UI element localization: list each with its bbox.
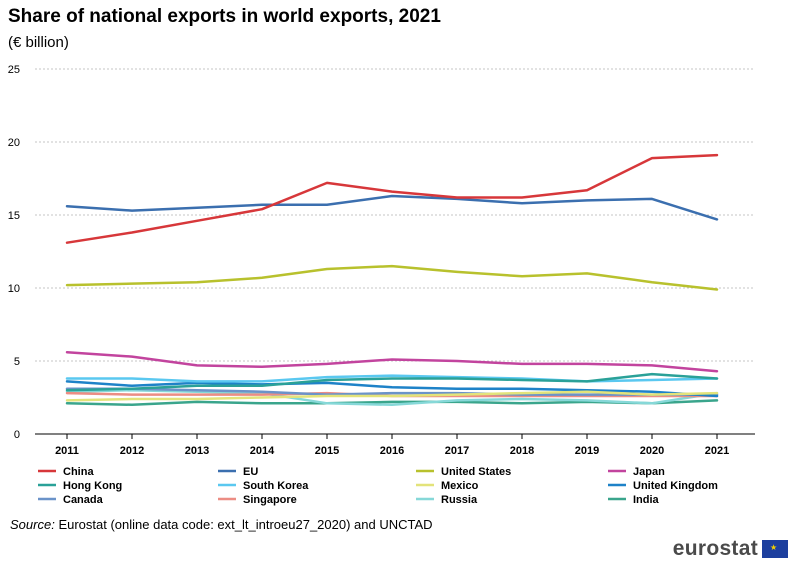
y-tick-label: 15 xyxy=(8,210,20,222)
legend-label-hong-kong: Hong Kong xyxy=(63,480,122,492)
legend-label-japan: Japan xyxy=(633,466,665,478)
legend-label-china: China xyxy=(63,466,94,478)
x-axis-ticks: 2011 2012 2013 2014 2015 2016 2017 2018 2019 2020… xyxy=(55,434,729,457)
series-line-mexico xyxy=(65,390,719,402)
legend-label-eu: EU xyxy=(243,466,258,478)
chart-title: Share of national exports in world expor… xyxy=(8,6,441,27)
series-line-canada xyxy=(65,387,719,396)
source-text: Eurostat (online data code: ext_lt_intro… xyxy=(58,517,433,532)
legend-label-mexico: Mexico xyxy=(441,480,479,492)
y-tick-label: 0 xyxy=(14,429,20,441)
series-line-united-kingdom xyxy=(65,380,719,398)
legend: China EU United States Japan Hong Kong South … xyxy=(38,466,718,506)
x-tick-label: 2011 xyxy=(55,445,79,457)
y-tick-label: 5 xyxy=(14,356,20,368)
source-note: Source: Eurostat (online data code: ext_… xyxy=(10,517,433,532)
legend-label-singapore: Singapore xyxy=(243,494,297,506)
legend-label-south-korea: South Korea xyxy=(243,480,309,492)
x-tick-label: 2016 xyxy=(380,445,404,457)
y-tick-label: 25 xyxy=(8,64,20,76)
legend-label-india: India xyxy=(633,494,660,506)
legend-label-canada: Canada xyxy=(63,494,104,506)
series-line-south-korea xyxy=(65,374,719,383)
logo-text: eurostat xyxy=(672,537,758,560)
eurostat-logo: eurostat ★ xyxy=(673,537,788,561)
eu-flag-icon: ★ xyxy=(762,540,788,558)
x-tick-label: 2014 xyxy=(250,445,275,457)
x-tick-label: 2017 xyxy=(445,445,469,457)
x-tick-label: 2018 xyxy=(510,445,534,457)
legend-label-russia: Russia xyxy=(441,494,478,506)
series-line-united-states xyxy=(65,264,719,291)
x-tick-label: 2021 xyxy=(705,445,729,457)
x-tick-label: 2020 xyxy=(640,445,664,457)
gridlines xyxy=(35,68,755,362)
y-tick-label: 20 xyxy=(8,137,20,149)
x-tick-label: 2015 xyxy=(315,445,339,457)
x-tick-label: 2019 xyxy=(575,445,599,457)
series-line-russia xyxy=(65,388,719,407)
x-tick-label: 2012 xyxy=(120,445,144,457)
legend-label-united-kingdom: United Kingdom xyxy=(633,480,718,492)
y-axis-ticks: 0 5 10 15 20 25 xyxy=(8,64,20,441)
series-line-eu xyxy=(65,194,719,221)
series-line-hong-kong xyxy=(65,372,719,392)
series-lines xyxy=(65,153,719,407)
legend-label-united-states: United States xyxy=(441,466,511,478)
y-tick-label: 10 xyxy=(8,283,20,295)
series-line-japan xyxy=(65,350,719,373)
chart-unit-label: (€ billion) xyxy=(8,34,69,51)
x-tick-label: 2013 xyxy=(185,445,209,457)
source-label: Source: xyxy=(10,517,55,532)
series-line-china xyxy=(65,153,719,244)
